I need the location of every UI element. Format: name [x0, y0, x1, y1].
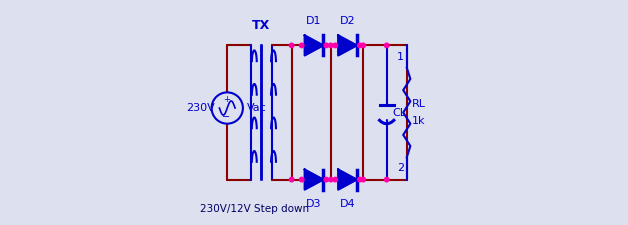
- Polygon shape: [338, 169, 357, 190]
- Text: Vac: Vac: [247, 103, 267, 113]
- Circle shape: [328, 177, 333, 182]
- Text: +: +: [223, 95, 230, 104]
- Text: 1k: 1k: [412, 117, 425, 126]
- Text: 2: 2: [397, 163, 404, 173]
- Text: D3: D3: [306, 199, 322, 209]
- Text: D4: D4: [340, 199, 355, 209]
- Circle shape: [300, 43, 304, 48]
- Circle shape: [328, 43, 333, 48]
- Text: 230V/12V Step down: 230V/12V Step down: [200, 204, 310, 214]
- Text: RL: RL: [412, 99, 426, 108]
- Circle shape: [333, 43, 337, 48]
- Text: D1: D1: [306, 16, 322, 26]
- Polygon shape: [338, 35, 357, 56]
- Circle shape: [384, 177, 389, 182]
- Circle shape: [357, 177, 362, 182]
- Text: D2: D2: [340, 16, 355, 26]
- Circle shape: [290, 177, 294, 182]
- Polygon shape: [305, 35, 323, 56]
- Circle shape: [290, 43, 294, 48]
- Text: 1: 1: [397, 52, 404, 62]
- Circle shape: [384, 43, 389, 48]
- Circle shape: [361, 177, 365, 182]
- Text: 230V: 230V: [187, 103, 215, 113]
- Text: CL: CL: [392, 108, 406, 117]
- Circle shape: [324, 43, 328, 48]
- Circle shape: [324, 177, 328, 182]
- Circle shape: [357, 43, 362, 48]
- Circle shape: [333, 177, 337, 182]
- Text: −: −: [222, 112, 230, 122]
- Circle shape: [300, 177, 304, 182]
- Polygon shape: [305, 169, 323, 190]
- Circle shape: [361, 43, 365, 48]
- Text: TX: TX: [252, 19, 271, 32]
